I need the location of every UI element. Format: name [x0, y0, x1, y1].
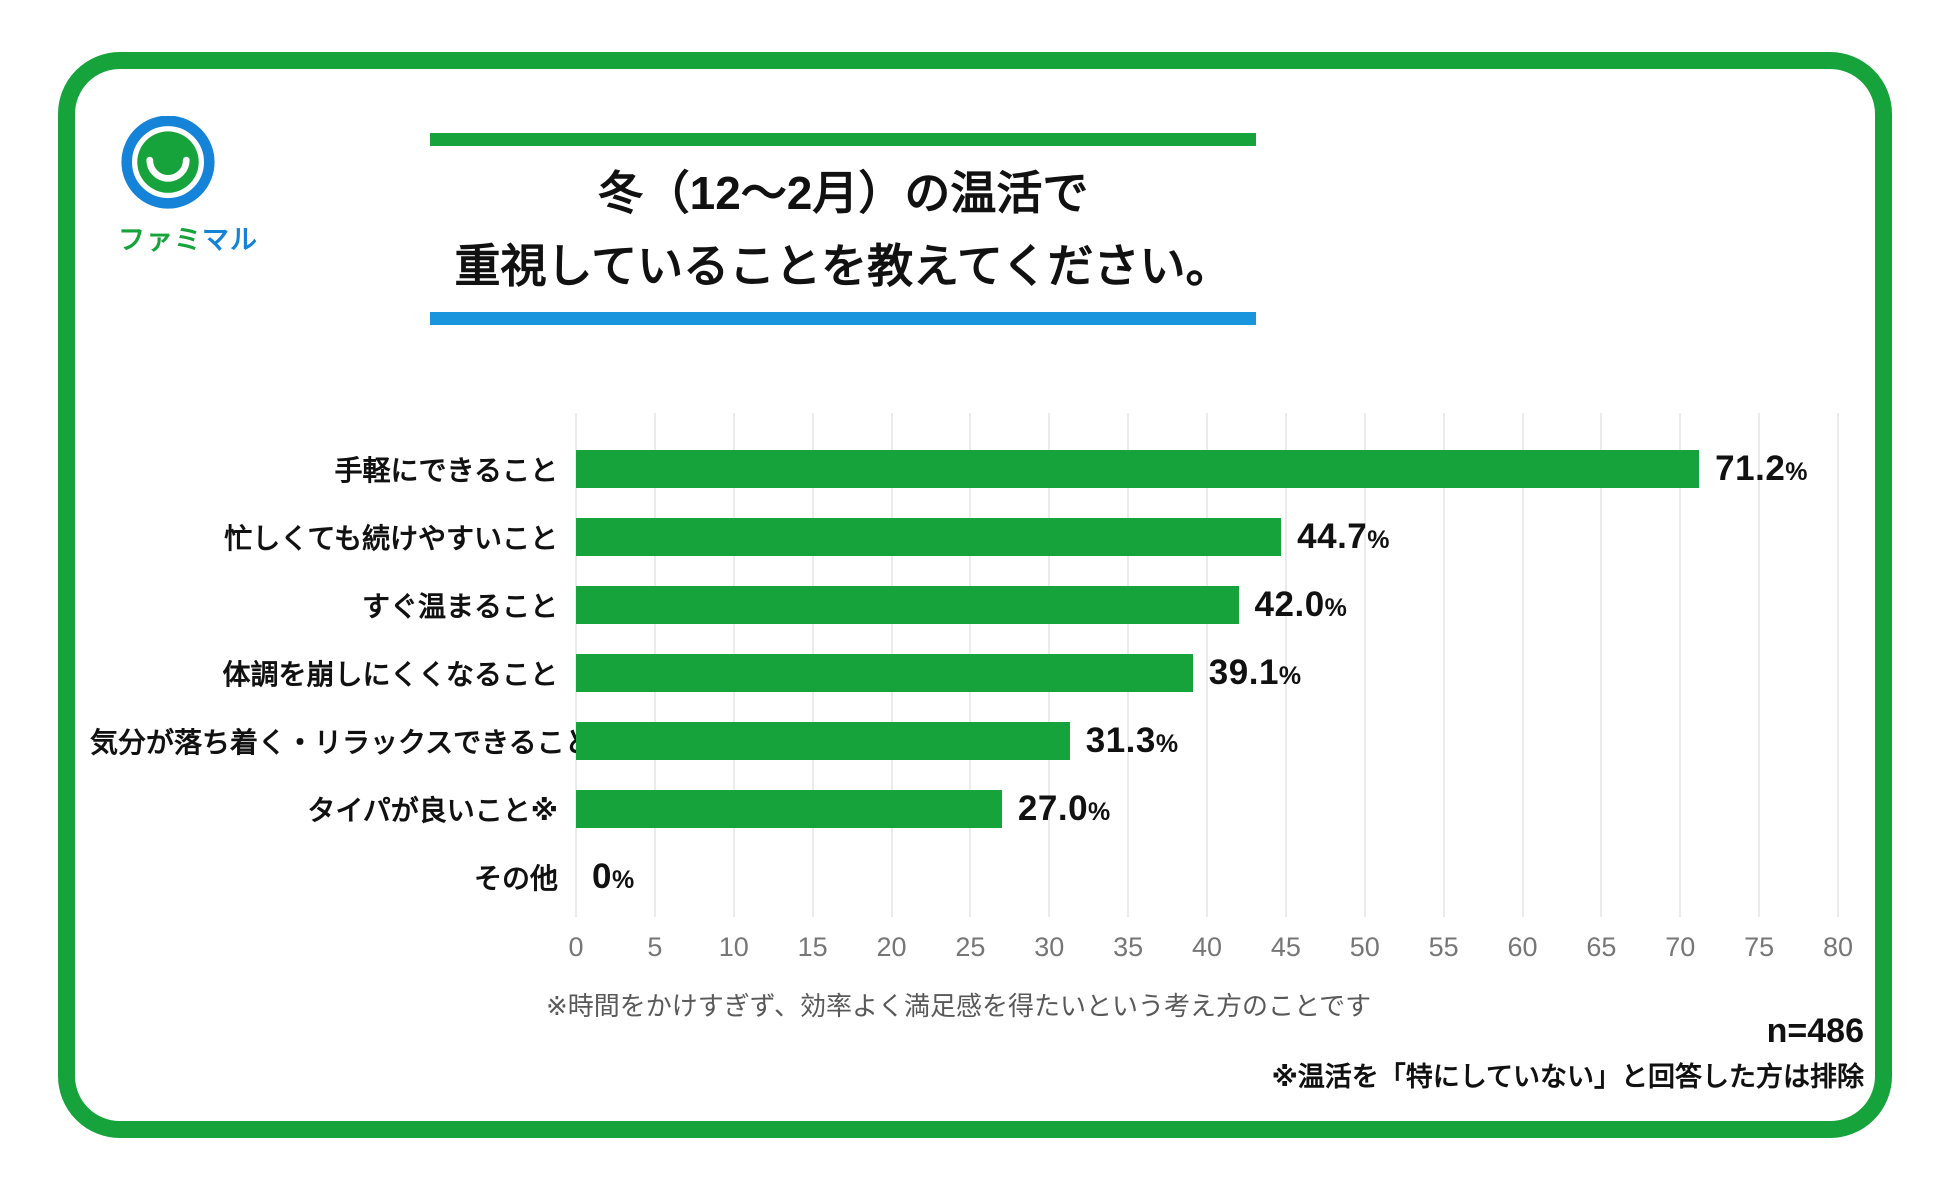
taipa-footnote: ※時間をかけすぎず、効率よく満足感を得たいという考え方のことです — [546, 991, 1372, 1021]
gridline — [1837, 413, 1839, 917]
bar-row: すぐ温まること 42.0% — [90, 571, 1838, 639]
axis-tick-label: 30 — [1034, 932, 1065, 962]
value-label: 31.3% — [1085, 721, 1179, 760]
axis-tick-label: 50 — [1349, 932, 1380, 962]
sample-size: n=486 — [1766, 1012, 1864, 1050]
value-label: 71.2% — [1715, 449, 1808, 488]
axis-tick-label: 10 — [718, 932, 749, 962]
category-label: すぐ温まること — [361, 591, 558, 622]
bar-track: 27.0% — [576, 789, 1838, 828]
axis-tick-label: 35 — [1113, 932, 1144, 962]
gridline — [1679, 413, 1682, 917]
axis-tick-label: 45 — [1270, 932, 1301, 962]
title-line-1: 冬（12～2月）の温活で — [597, 167, 1089, 219]
bar — [576, 654, 1193, 692]
brand-name: ファミマル — [118, 218, 257, 257]
gridline — [1284, 413, 1287, 917]
axis-tick-label: 55 — [1428, 932, 1459, 962]
bar-row: タイパが良いこと※ 27.0% — [90, 775, 1838, 843]
category-label: 手軽にできること — [334, 455, 558, 486]
bar-rows: 手軽にできること 71.2% 忙しくても続けやすいこと 44.7% すぐ温まること 42.… — [90, 435, 1838, 911]
axis-tick-label: 40 — [1191, 932, 1223, 962]
title-top-accent-bar — [430, 133, 1256, 146]
bar-row: 体調を崩しにくくなること 39.1% — [90, 639, 1838, 707]
axis-tick-label: 15 — [797, 932, 828, 962]
axis-tick-label: 65 — [1586, 932, 1617, 962]
smiley-logo-icon — [121, 116, 215, 209]
axis-tick-label: 5 — [647, 932, 663, 962]
bar — [576, 518, 1282, 556]
category-label: 忙しくても続けやすいこと — [224, 523, 558, 554]
bar — [576, 450, 1700, 488]
bar-row: その他 0% — [90, 843, 1838, 911]
exclusion-footnote: ※温活を「特にしていない」と回答した方は排除 — [1271, 1062, 1864, 1092]
category-label: その他 — [473, 863, 558, 894]
x-axis-ticks: 0 5 10 15 20 25 30 35 40 45 50 55 60 65 70 75 80 — [568, 932, 1853, 966]
axis-tick-label: 70 — [1665, 932, 1696, 962]
bar-track: 44.7% — [576, 517, 1838, 556]
bar-track: 71.2% — [576, 449, 1838, 488]
bar-row: 手軽にできること 71.2% — [90, 435, 1838, 503]
bar-row: 忙しくても続けやすいこと 44.7% — [90, 503, 1838, 571]
gridline — [1758, 413, 1761, 917]
value-label: 27.0% — [1017, 789, 1111, 828]
axis-tick-label: 80 — [1822, 932, 1854, 962]
category-label: 気分が落ち着く・リラックスできること — [90, 727, 593, 758]
gridline — [1521, 413, 1524, 917]
category-label: 体調を崩しにくくなること — [222, 659, 558, 690]
bar — [576, 722, 1070, 760]
gridline — [1206, 413, 1208, 917]
bar-track: 31.3% — [576, 721, 1838, 760]
axis-tick-label: 25 — [955, 932, 986, 962]
bar-chart: 手軽にできること 71.2% 忙しくても続けやすいこと 44.7% すぐ温まること 42.… — [90, 413, 1839, 917]
title-bottom-accent-bar — [430, 312, 1256, 325]
page-title: 冬（12～2月）の温活で 重視していることを教えてください。 — [430, 146, 1256, 312]
category-label: タイパが良いこと※ — [307, 795, 558, 826]
bar — [576, 586, 1239, 624]
value-label: 39.1% — [1208, 653, 1302, 692]
brand-name-blue: マル — [202, 225, 258, 255]
axis-tick-label: 20 — [876, 932, 907, 962]
bar-track: 42.0% — [576, 585, 1838, 624]
value-label: 42.0% — [1254, 585, 1347, 624]
gridline — [1600, 413, 1603, 917]
gridline — [1363, 413, 1366, 917]
bar-track: 0% — [576, 857, 1838, 896]
bar — [576, 790, 1002, 828]
gridline — [1442, 413, 1445, 917]
bar-track: 39.1% — [576, 653, 1838, 692]
axis-tick-label: 60 — [1507, 932, 1538, 962]
brand-name-green: ファミ — [118, 225, 202, 255]
axis-tick-label: 75 — [1744, 932, 1775, 962]
bar-row: 気分が落ち着く・リラックスできること 31.3% — [90, 707, 1838, 775]
value-label: 0% — [592, 857, 635, 896]
famimaru-logo: ファミマル — [118, 116, 257, 257]
title-line-2: 重視していることを教えてください。 — [454, 240, 1232, 292]
value-label: 44.7% — [1297, 517, 1390, 556]
title-block: 冬（12～2月）の温活で 重視していることを教えてください。 — [430, 133, 1256, 325]
axis-tick-label: 0 — [568, 932, 584, 962]
